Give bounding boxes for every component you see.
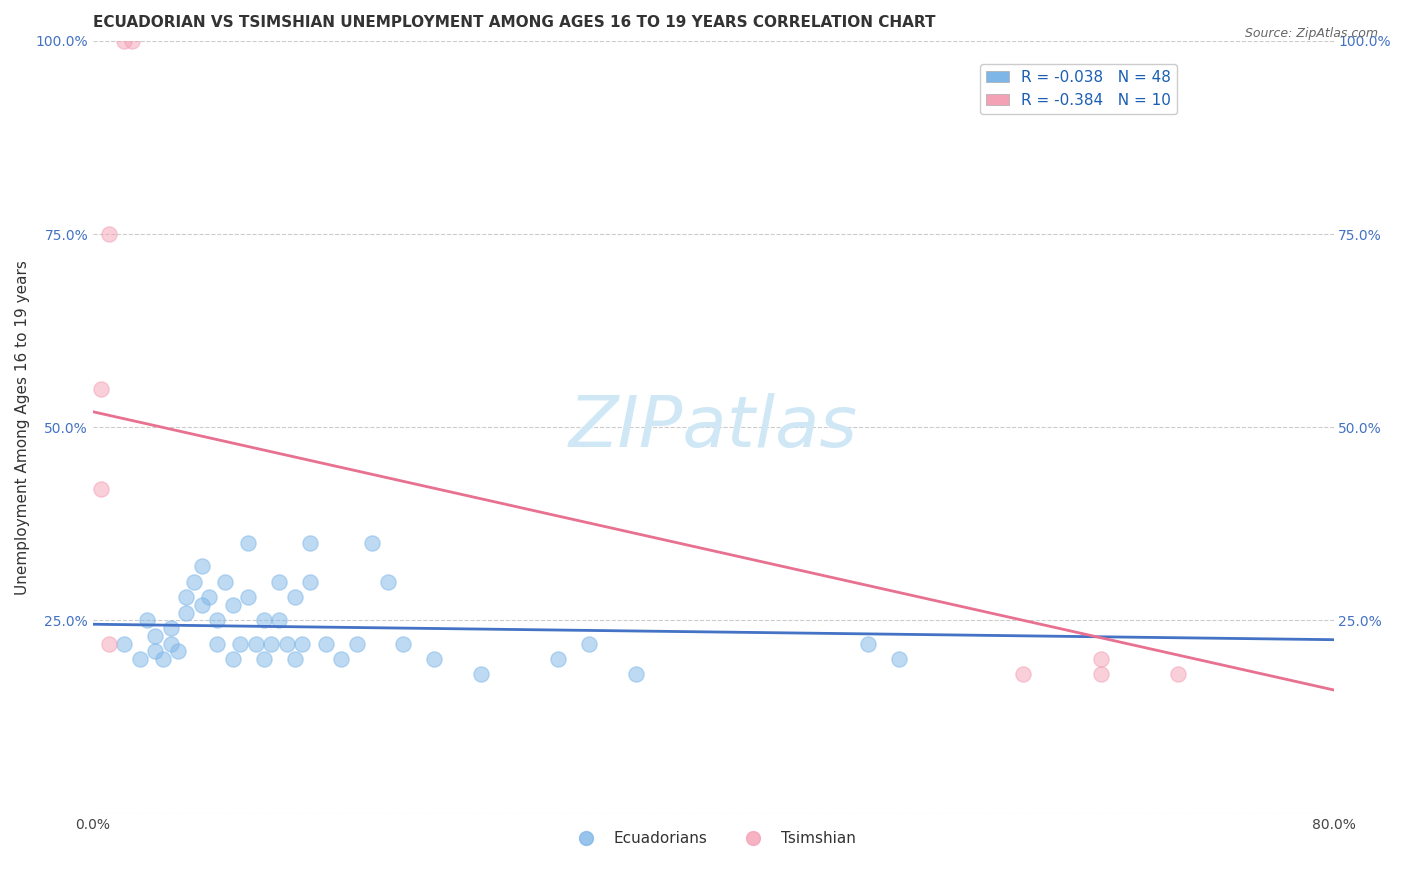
Point <box>330 652 353 666</box>
Point <box>97 227 120 241</box>
Point <box>1012 667 1035 681</box>
Legend: R = -0.038   N = 48, R = -0.384   N = 10: R = -0.038 N = 48, R = -0.384 N = 10 <box>980 64 1177 114</box>
Point <box>284 591 307 605</box>
Point <box>198 591 221 605</box>
Point <box>377 574 399 589</box>
Point <box>245 636 267 650</box>
Point <box>90 482 112 496</box>
Point <box>143 644 166 658</box>
Point <box>284 652 307 666</box>
Point <box>205 636 228 650</box>
Point <box>276 636 298 650</box>
Point <box>205 613 228 627</box>
Point <box>252 613 274 627</box>
Point <box>174 591 197 605</box>
Point <box>299 574 322 589</box>
Point <box>392 636 415 650</box>
Point <box>236 591 259 605</box>
Point <box>578 636 600 650</box>
Point <box>260 636 283 650</box>
Point <box>229 636 252 650</box>
Point <box>221 652 243 666</box>
Point <box>143 629 166 643</box>
Point <box>547 652 569 666</box>
Point <box>90 382 112 396</box>
Point <box>214 574 236 589</box>
Point <box>858 636 880 650</box>
Point <box>121 34 143 48</box>
Point <box>315 636 337 650</box>
Point <box>624 667 647 681</box>
Point <box>97 636 120 650</box>
Point <box>159 636 181 650</box>
Point <box>236 536 259 550</box>
Point <box>470 667 492 681</box>
Point <box>190 598 212 612</box>
Y-axis label: Unemployment Among Ages 16 to 19 years: Unemployment Among Ages 16 to 19 years <box>15 260 30 595</box>
Point <box>112 34 135 48</box>
Point <box>291 636 314 650</box>
Point <box>167 644 190 658</box>
Point <box>299 536 322 550</box>
Point <box>190 559 212 574</box>
Point <box>423 652 446 666</box>
Text: ZIPatlas: ZIPatlas <box>569 392 858 462</box>
Point <box>361 536 384 550</box>
Point <box>174 606 197 620</box>
Point <box>112 636 135 650</box>
Text: Source: ZipAtlas.com: Source: ZipAtlas.com <box>1244 27 1378 40</box>
Point <box>1167 667 1189 681</box>
Point <box>152 652 174 666</box>
Point <box>221 598 243 612</box>
Point <box>269 613 291 627</box>
Point <box>252 652 274 666</box>
Point <box>183 574 205 589</box>
Point <box>889 652 911 666</box>
Point <box>1090 667 1112 681</box>
Point <box>269 574 291 589</box>
Point <box>1090 652 1112 666</box>
Point <box>159 621 181 635</box>
Point <box>128 652 150 666</box>
Point <box>346 636 368 650</box>
Text: ECUADORIAN VS TSIMSHIAN UNEMPLOYMENT AMONG AGES 16 TO 19 YEARS CORRELATION CHART: ECUADORIAN VS TSIMSHIAN UNEMPLOYMENT AMO… <box>93 15 935 30</box>
Point <box>136 613 159 627</box>
